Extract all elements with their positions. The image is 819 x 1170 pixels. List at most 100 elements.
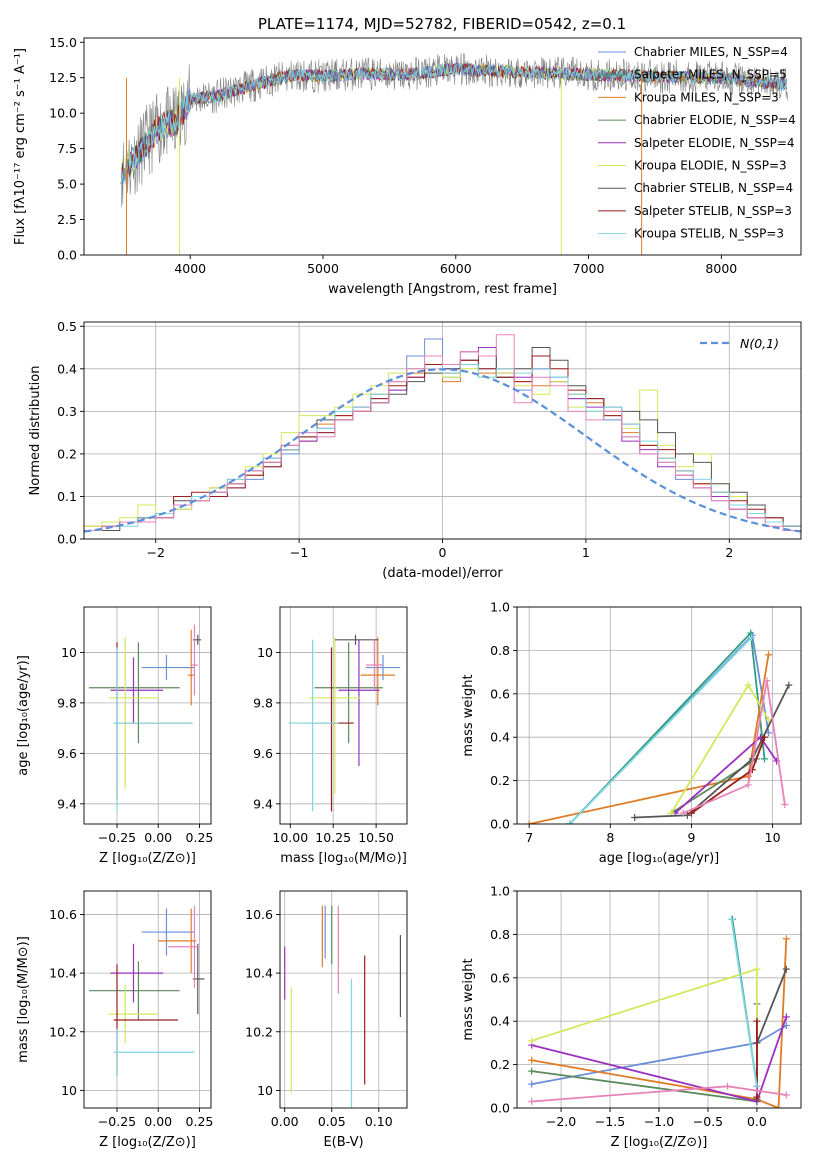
model-spectrum-line (120, 62, 788, 184)
weight-series (566, 629, 768, 824)
axes-frame (279, 890, 408, 1109)
x-tick-label: 0.0 (747, 1114, 767, 1129)
y-tick-label: 0.6 (490, 686, 510, 701)
errorbar-point (141, 908, 195, 956)
mass-vs-metallicity-panel: −0.25 0.00 0.25 10 10.2 10.4 10.6 Z [log₁₀(Z/Z⊙… (16, 890, 213, 1150)
weight-marker (528, 1056, 536, 1064)
y-tick-label: 10 (61, 645, 77, 660)
plot-area (84, 334, 801, 539)
x-tick-label: −1.0 (644, 1114, 674, 1129)
errorbar-point (141, 654, 195, 681)
errorbar-point (113, 647, 193, 812)
plot-area (88, 624, 202, 812)
weight-line (569, 633, 770, 824)
axes-frame (279, 606, 408, 825)
legend-entry: Chabrier MILES, N_SSP=4 (634, 45, 788, 59)
y-tick-label: 15.0 (49, 35, 77, 50)
weight-marker (528, 1037, 536, 1045)
errorbar-point (113, 964, 179, 1076)
errorbar-point (113, 1028, 195, 1076)
y-tick-label: 0.5 (57, 319, 77, 334)
errorbar-point (168, 905, 198, 988)
spectrum-panel: 4000 5000 6000 7000 8000 0.0 2.5 5.0 7.5 10.0 12.5… (13, 35, 802, 297)
weight-vs-age-panel: 7 8 9 10 0.0 0.2 0.4 0.6 0.8 1.0 age [log₁₀(age/yr… (461, 600, 802, 866)
legend-entry: Salpeter MILES, N_SSP=5 (634, 68, 787, 82)
errorbar-point (288, 639, 339, 812)
x-tick-label: −1 (290, 545, 308, 560)
x-axis-label: mass [log₁₀(M/M⊙)] (280, 851, 407, 866)
x-tick-label: 1 (582, 545, 590, 560)
weight-marker (528, 1067, 536, 1075)
x-tick-label: 8 (606, 830, 614, 845)
age-vs-mass-panel: 10.00 10.25 10.50 9.4 9.6 9.8 10 mass [log₁₀(M/… (253, 606, 408, 866)
y-tick-label: 0.2 (490, 773, 510, 788)
y-tick-label: 10.6 (49, 907, 77, 922)
errorbar-point (110, 657, 164, 724)
y-tick-label: 9.4 (253, 796, 273, 811)
weight-marker (753, 1093, 761, 1101)
weight-marker (763, 677, 771, 685)
y-tick-label: 5.0 (57, 177, 77, 192)
y-tick-label: 0.4 (57, 361, 77, 376)
weight-marker (753, 1017, 761, 1025)
legend-entry: Chabrier STELIB, N_SSP=4 (634, 181, 793, 195)
axes-decorations: 7 8 9 10 0.0 0.2 0.4 0.6 0.8 1.0 age [log₁₀(age/yr… (461, 600, 802, 866)
x-axis-label: age [log₁₀(age/yr)] (599, 851, 720, 866)
axes-frame (516, 606, 802, 825)
weight-marker (760, 733, 768, 741)
errorbar-point (309, 637, 361, 794)
y-tick-label: 10.2 (245, 1024, 273, 1039)
weight-series (631, 681, 793, 821)
weight-marker (782, 1091, 790, 1099)
weight-series (727, 915, 761, 1090)
y-tick-label: 10.6 (245, 907, 273, 922)
legend-entry: Kroupa MILES, N_SSP=3 (634, 90, 779, 104)
x-tick-label: 10.50 (358, 830, 394, 845)
weight-marker (525, 820, 533, 824)
y-tick-label: 0.0 (490, 817, 510, 832)
figure-title: PLATE=1174, MJD=52782, FIBERID=0542, z=0… (258, 15, 626, 33)
y-tick-label: 7.5 (57, 141, 77, 156)
x-tick-label: 0.00 (271, 1114, 299, 1129)
weight-marker (782, 935, 790, 943)
x-axis-label: wavelength [Angstrom, rest frame] (328, 282, 557, 297)
weight-marker (724, 1082, 732, 1090)
weight-line (531, 938, 788, 1108)
x-tick-label: −1.5 (595, 1114, 625, 1129)
weight-marker (765, 729, 773, 737)
x-tick-label: 10 (765, 830, 781, 845)
x-axis-label: Z [log₁₀(Z/Z⊙)] (99, 1135, 196, 1150)
errorbar-point (158, 908, 197, 974)
axes-frame (83, 606, 212, 825)
weight-line (569, 630, 766, 824)
y-tick-label: 9.6 (253, 746, 273, 761)
x-tick-label: −0.25 (98, 1114, 136, 1129)
y-tick-label: 10 (61, 1083, 77, 1098)
plot-area (528, 915, 790, 1108)
x-tick-label: 0.10 (365, 1114, 393, 1129)
errorbar-point (191, 624, 198, 696)
errorbar-point (360, 637, 395, 706)
x-tick-label: −0.5 (693, 1114, 723, 1129)
y-tick-label: 10.0 (49, 106, 77, 121)
x-tick-label: 7 (525, 830, 533, 845)
y-tick-label: 10 (257, 1083, 273, 1098)
weight-marker (781, 800, 789, 808)
x-tick-label: 2 (725, 545, 733, 560)
weight-series (528, 1082, 790, 1105)
y-axis-label: mass weight (461, 958, 476, 1040)
weight-marker (753, 1087, 761, 1095)
y-tick-label: 10.2 (49, 1024, 77, 1039)
legend-entry: Salpeter ELODIE, N_SSP=4 (634, 136, 795, 150)
weight-series (566, 633, 756, 824)
weight-line (569, 636, 753, 824)
y-tick-label: 2.5 (57, 212, 77, 227)
y-tick-label: 0.4 (490, 730, 510, 745)
age-vs-metallicity-panel: −0.25 0.00 0.25 9.4 9.6 9.8 10 Z [log₁₀(Z/Z⊙)] a… (16, 606, 213, 866)
errorbar-point (88, 961, 180, 1021)
weight-vs-metallicity-panel: −2.0 −1.5 −1.0 −0.5 0.0 0.0 0.2 0.4 0.6 0.8 1.0 Z [… (461, 884, 802, 1150)
y-tick-label: 1.0 (490, 884, 510, 899)
y-tick-label: 0.0 (57, 532, 77, 547)
y-tick-label: 0.8 (490, 643, 510, 658)
y-axis-label: Normed distribution (28, 366, 43, 496)
